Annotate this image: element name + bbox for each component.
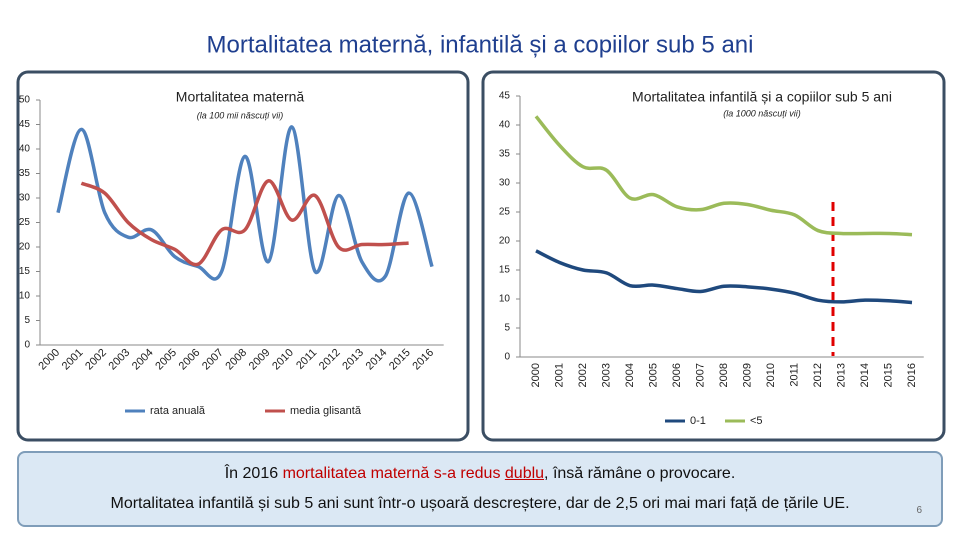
x-tick-label: 2000 bbox=[530, 363, 542, 387]
note-text: dublu bbox=[504, 465, 545, 482]
x-tick-label: 2005 bbox=[647, 363, 659, 387]
legend-label: <5 bbox=[750, 415, 763, 427]
data-line bbox=[534, 115, 913, 237]
x-tick-label: 2001 bbox=[553, 363, 565, 387]
data-line bbox=[535, 249, 913, 305]
y-tick-label: 0 bbox=[504, 352, 510, 363]
y-tick-label: 40 bbox=[499, 120, 511, 131]
x-tick-label: 2016 bbox=[906, 363, 918, 387]
legend-label: media glisantă bbox=[290, 405, 362, 417]
y-tick-label: 45 bbox=[19, 119, 31, 130]
panel bbox=[16, 70, 470, 442]
y-tick-label: 25 bbox=[499, 207, 511, 218]
y-tick-label: 10 bbox=[19, 291, 31, 302]
x-tick-label: 2013 bbox=[835, 363, 847, 387]
x-tick-label: 2011 bbox=[788, 363, 800, 387]
y-tick-label: 5 bbox=[24, 315, 30, 326]
y-tick-label: 20 bbox=[499, 236, 511, 247]
y-tick-label: 35 bbox=[499, 149, 511, 160]
x-tick-label: 2002 bbox=[577, 363, 589, 387]
x-tick-label: 2015 bbox=[882, 363, 894, 387]
y-tick-label: 45 bbox=[499, 91, 511, 102]
x-tick-label: 2009 bbox=[741, 363, 753, 387]
y-tick-label: 0 bbox=[24, 340, 30, 351]
chart-title: Mortalitatea infantilă și a copiilor sub… bbox=[632, 89, 892, 105]
chart-title: Mortalitatea maternă bbox=[176, 89, 305, 105]
y-tick-label: 5 bbox=[504, 323, 510, 334]
x-tick-label: 2014 bbox=[859, 363, 871, 387]
x-tick-label: 2010 bbox=[765, 363, 777, 387]
x-tick-label: 2012 bbox=[812, 363, 824, 387]
legend-label: rata anuală bbox=[150, 405, 206, 417]
page-number: 6 bbox=[916, 505, 922, 516]
y-tick-label: 30 bbox=[499, 178, 511, 189]
x-tick-label: 2003 bbox=[600, 363, 612, 387]
x-tick-label: 2004 bbox=[624, 363, 636, 387]
x-tick-label: 2008 bbox=[718, 363, 730, 387]
note-box: În 2016 mortalitatea maternă s-a redus d… bbox=[17, 451, 943, 527]
note-text: , însă rămâne o provocare. bbox=[544, 465, 736, 482]
panel bbox=[481, 70, 946, 442]
y-tick-label: 20 bbox=[19, 242, 31, 253]
y-tick-label: 10 bbox=[499, 294, 511, 305]
note-line: În 2016 mortalitatea maternă s-a redus d… bbox=[19, 465, 941, 483]
y-tick-label: 15 bbox=[19, 266, 31, 277]
note-text: mortalitatea maternă s-a redus bbox=[282, 465, 505, 482]
note-text: În 2016 bbox=[224, 465, 283, 482]
y-tick-label: 35 bbox=[19, 168, 31, 179]
data-line bbox=[80, 179, 409, 267]
x-tick-label: 2006 bbox=[671, 363, 683, 387]
note-text: Mortalitatea infantilă și sub 5 ani sunt… bbox=[110, 495, 850, 512]
charts: Mortalitatea maternă, infantilă și a cop… bbox=[16, 31, 946, 442]
legend-label: 0-1 bbox=[690, 415, 706, 427]
y-tick-label: 30 bbox=[19, 193, 31, 204]
slide-title: Mortalitatea maternă, infantilă și a cop… bbox=[207, 31, 754, 58]
y-tick-label: 25 bbox=[19, 217, 31, 228]
chart-subtitle: (la 1000 născuți vii) bbox=[723, 108, 801, 118]
data-line bbox=[56, 125, 434, 283]
chart-subtitle: (la 100 mii născuți vii) bbox=[197, 110, 284, 120]
x-tick-label: 2007 bbox=[694, 363, 706, 387]
y-tick-label: 40 bbox=[19, 144, 31, 155]
y-tick-label: 15 bbox=[499, 265, 511, 276]
y-tick-label: 50 bbox=[19, 95, 31, 106]
